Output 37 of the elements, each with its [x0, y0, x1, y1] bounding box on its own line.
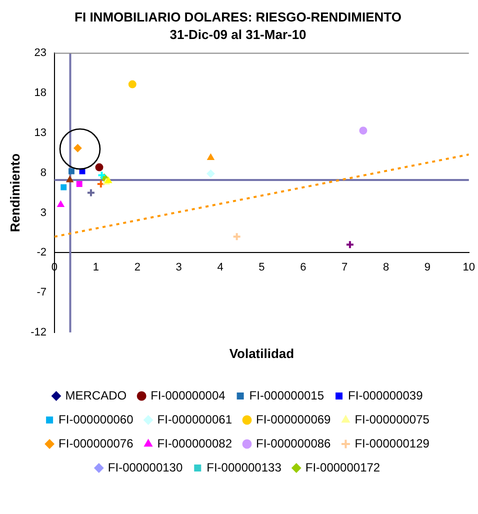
legend-label: FI-000000130 [108, 460, 183, 474]
y-tick-label: 13 [34, 127, 46, 140]
legend-label: FI-000000172 [305, 460, 380, 474]
legend-label: FI-000000015 [249, 388, 324, 402]
x-tick-label: 4 [217, 261, 224, 274]
legend-label: FI-000000061 [157, 412, 232, 426]
y-axis-title: Rendimiento [7, 153, 22, 232]
legend-label: FI-000000060 [58, 412, 134, 426]
x-axis-title: Volatilidad [229, 346, 294, 361]
chart-subtitle: 31-Dic-09 al 31-Mar-10 [170, 26, 306, 42]
legend-label: FI-000000133 [206, 460, 282, 474]
y-tick-label: 23 [34, 47, 46, 60]
x-tick-label: 6 [300, 261, 306, 274]
legend-label: FI-000000075 [354, 412, 430, 426]
y-tick-label: -7 [36, 286, 46, 299]
y-tick-label: 8 [40, 166, 46, 179]
x-tick-label: 5 [258, 261, 265, 274]
x-tick-label: 2 [134, 261, 140, 274]
x-tick-label: 8 [382, 261, 390, 274]
x-tick-label: 7 [342, 261, 348, 274]
legend-label: FI-000000082 [157, 436, 232, 450]
y-tick-label: 18 [34, 87, 46, 100]
y-tick-label: -12 [30, 326, 46, 338]
legend-label: FI-000000039 [348, 388, 424, 402]
legend-label: FI-000000076 [58, 436, 134, 450]
legend-label: FI-000000129 [354, 436, 430, 450]
y-tick-label: 3 [40, 206, 46, 219]
legend-label: MERCADO [65, 388, 127, 402]
legend-label: FI-000000069 [256, 412, 332, 426]
x-tick-label: 9 [424, 261, 431, 274]
legend-label: FI-000000004 [150, 388, 226, 402]
chart-title: FI INMOBILIARIO DOLARES: RIESGO-RENDIMIENTO [74, 9, 402, 24]
x-tick-label: 10 [462, 261, 476, 274]
legend-label: FI-000000086 [256, 436, 332, 450]
x-tick-label: 3 [176, 261, 182, 274]
y-tick-label: -2 [36, 246, 46, 259]
x-tick-label: 1 [92, 261, 99, 274]
